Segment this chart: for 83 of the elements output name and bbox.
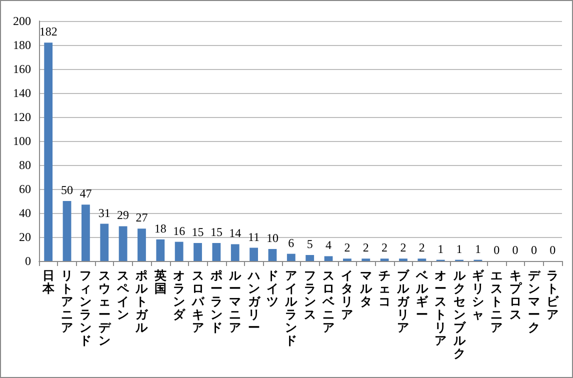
data-label: 4 — [326, 238, 332, 252]
bar — [286, 254, 296, 261]
data-label: 11 — [248, 230, 260, 244]
data-label: 5 — [306, 237, 313, 251]
data-label: 1 — [474, 242, 481, 256]
data-label: 29 — [117, 208, 130, 222]
y-tick-label: 20 — [19, 230, 31, 244]
bar — [156, 239, 165, 261]
x-tick-label: ルーマニア — [228, 268, 242, 334]
bar — [212, 243, 221, 261]
data-label: 15 — [210, 225, 222, 239]
x-tick-label: 英国 — [153, 268, 166, 296]
y-tick-label: 80 — [19, 158, 31, 172]
data-label: 31 — [98, 206, 110, 220]
y-tick-label: 60 — [19, 182, 31, 196]
x-tick-label: ベルギー — [414, 268, 429, 322]
y-tick-label: 160 — [13, 62, 31, 76]
y-tick-label: 140 — [13, 86, 31, 100]
data-label: 14 — [229, 226, 242, 240]
data-label: 18 — [154, 221, 166, 236]
bar — [230, 244, 240, 261]
x-tick-label: フィンランド — [80, 268, 92, 348]
x-tick-label: チェコ — [378, 268, 391, 308]
bar — [174, 242, 184, 261]
data-label: 0 — [550, 243, 556, 257]
bar — [324, 256, 333, 261]
x-tick-label: ドイツ — [266, 268, 278, 308]
y-tick-label: 40 — [19, 206, 31, 220]
data-label: 1 — [438, 242, 444, 256]
data-label: 10 — [266, 231, 278, 245]
x-tick-label: スウェーデン — [98, 268, 112, 348]
x-tick-label: デンマーク — [528, 268, 541, 334]
data-label: 0 — [512, 243, 518, 257]
bar — [118, 226, 128, 261]
x-tick-label: オランダ — [173, 268, 186, 322]
x-tick-label: エストニア — [490, 268, 503, 334]
data-label: 2 — [362, 240, 369, 255]
bar — [81, 204, 90, 261]
data-label: 15 — [192, 225, 204, 239]
x-tick-label: キプロス — [509, 268, 522, 322]
y-tick-label: 120 — [13, 110, 31, 124]
bar — [100, 224, 109, 261]
y-tick-label: 180 — [13, 38, 31, 52]
x-tick-label: フランス — [304, 268, 316, 322]
data-label: 27 — [136, 210, 148, 225]
x-tick-label: ポーランド — [209, 268, 222, 334]
bar — [306, 255, 314, 261]
data-label: 2 — [400, 240, 406, 255]
data-label: 2 — [344, 240, 350, 255]
bar — [194, 243, 202, 261]
x-tick-label: アイルランド — [284, 268, 298, 348]
x-tick-label: スロバキア — [190, 268, 205, 334]
x-tick-label: マルタ — [358, 268, 373, 308]
x-tick-label: リトアニア — [61, 268, 74, 334]
bar — [62, 201, 72, 261]
data-label: 6 — [288, 236, 294, 250]
x-tick-label: イタリア — [341, 268, 354, 322]
x-tick-label: ポルトガル — [134, 268, 149, 334]
data-label: 2 — [418, 240, 425, 255]
x-tick-label: ギリシャ — [472, 268, 485, 322]
x-tick-label: ブルガリア — [396, 268, 410, 334]
x-tick-label: オーストリア — [434, 268, 447, 348]
x-tick-label: スロベニア — [322, 268, 336, 334]
x-tick-label: ハンガリー — [246, 268, 261, 334]
y-tick-label: 100 — [13, 134, 31, 148]
bar — [268, 249, 277, 261]
bar — [250, 248, 258, 261]
data-label: 47 — [80, 186, 92, 201]
data-label: 0 — [530, 243, 537, 257]
y-tick-label: 0 — [25, 254, 31, 268]
x-tick-label: ルクセンブルク — [452, 268, 466, 360]
x-tick-label: 日本 — [41, 268, 56, 296]
data-label: 0 — [494, 243, 500, 257]
y-tick-label: 200 — [13, 14, 31, 28]
data-label: 1 — [456, 242, 462, 256]
data-label: 182 — [39, 24, 58, 39]
data-label: 50 — [61, 183, 74, 197]
x-tick-label: スペイン — [116, 268, 130, 322]
bar — [138, 228, 146, 261]
x-tick-label: ラトビア — [546, 268, 560, 322]
data-label: 16 — [173, 224, 186, 238]
bar — [44, 42, 53, 261]
data-label: 2 — [382, 240, 388, 255]
